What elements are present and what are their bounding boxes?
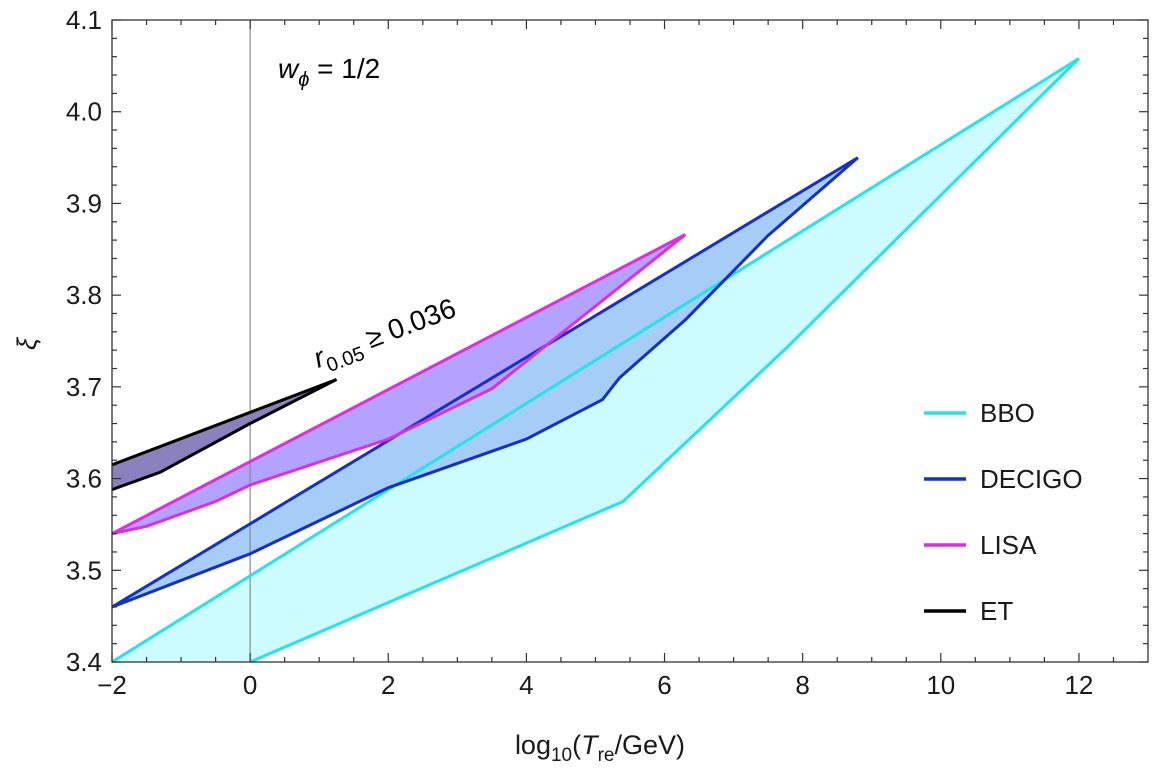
boundary-lower-decigo <box>111 156 859 609</box>
legend-label-decigo: DECIGO <box>980 464 1083 494</box>
x-tick-label: 0 <box>243 670 257 700</box>
boundary-lower-lisa <box>111 233 687 536</box>
legend-label-bbo: BBO <box>980 398 1035 428</box>
x-tick-label: 6 <box>657 670 671 700</box>
y-tick-label: 3.7 <box>66 372 102 402</box>
y-tick-label: 3.8 <box>66 280 102 310</box>
y-tick-label: 3.5 <box>66 555 102 585</box>
y-axis-title: ξ <box>12 336 42 350</box>
y-tick-label: 3.9 <box>66 188 102 218</box>
boundary-upper-decigo <box>111 156 859 609</box>
x-tick-label: 4 <box>519 670 533 700</box>
boundary-upper-et <box>111 378 338 467</box>
x-tick-label: 8 <box>795 670 809 700</box>
y-tick-label: 3.6 <box>66 464 102 494</box>
y-tick-label: 4.1 <box>66 5 102 35</box>
plot-area: −2 0 2 4 6 8 10 12 3.4 3.5 3.6 3.7 3.8 3.9 4.0 4.1 <box>66 5 1149 700</box>
boundary-upper-lisa <box>111 233 686 535</box>
x-tick-label: 10 <box>926 670 955 700</box>
y-tick-label: 4.0 <box>66 97 102 127</box>
legend-label-et: ET <box>980 596 1013 626</box>
w-phi-annotation: wϕ = 1/2 <box>278 53 380 91</box>
x-tick-label: 12 <box>1064 670 1093 700</box>
y-tick-label: 3.4 <box>66 647 102 677</box>
boundary-upper-bbo <box>111 57 1080 664</box>
legend-label-lisa: LISA <box>980 530 1037 560</box>
x-tick-label: −2 <box>97 670 127 700</box>
x-axis-title: log10(Tre/GeV) <box>515 730 685 766</box>
boundary-lower-et <box>111 378 338 492</box>
legend: BBO DECIGO LISA ET <box>924 398 1083 626</box>
x-tick-label: 2 <box>381 670 395 700</box>
boundary-lower-bbo <box>249 57 1080 664</box>
